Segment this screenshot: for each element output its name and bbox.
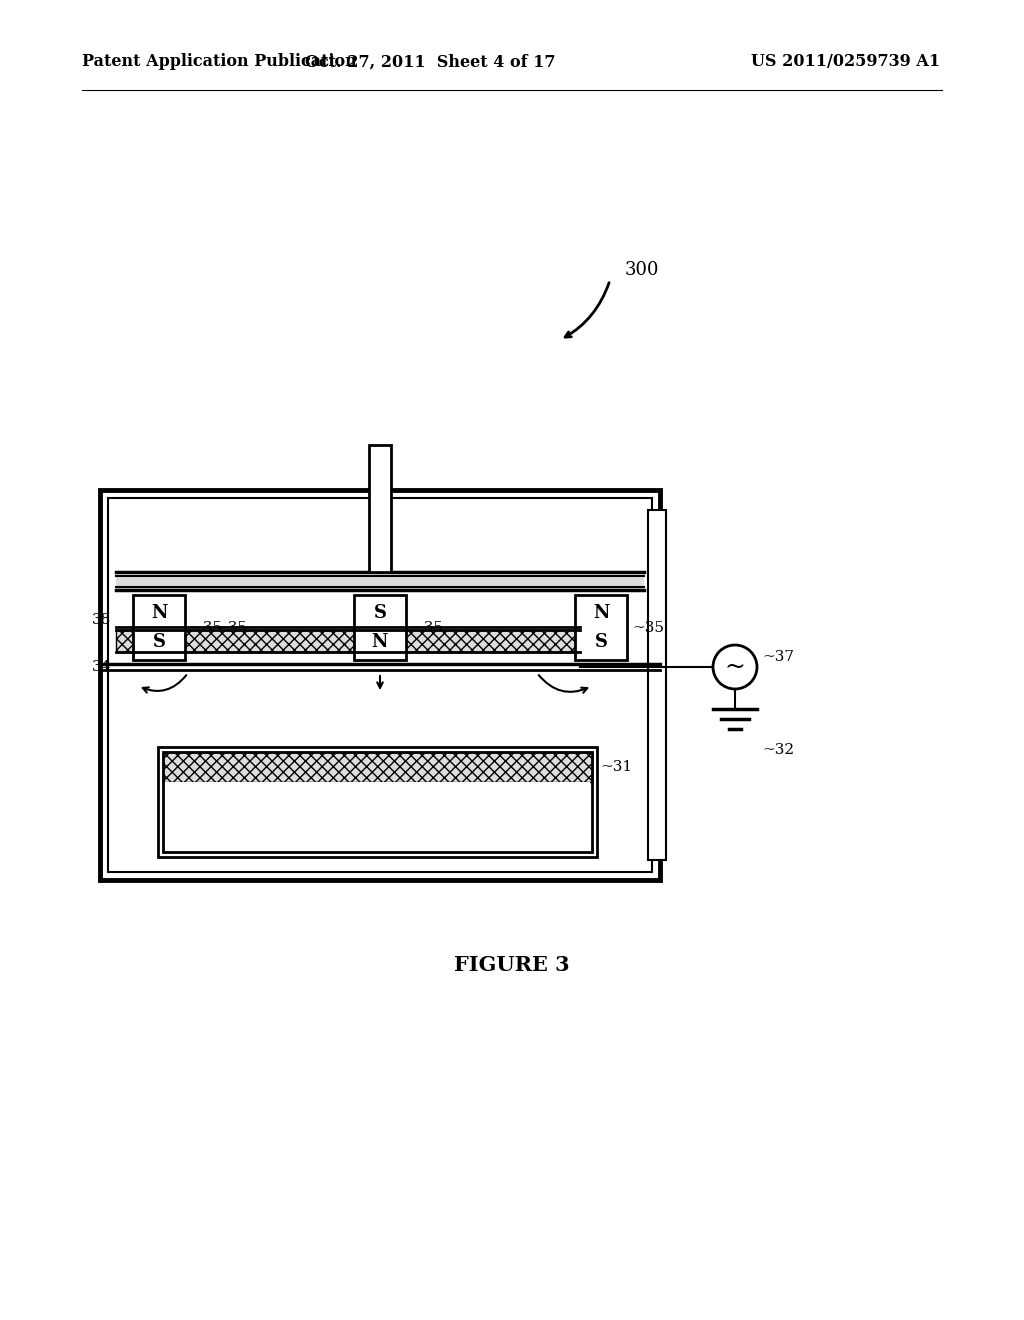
Text: FIGURE 3: FIGURE 3 [455,954,569,975]
Text: S: S [153,632,166,651]
Text: S: S [374,605,386,622]
Text: N: N [372,632,388,651]
Text: Oct. 27, 2011  Sheet 4 of 17: Oct. 27, 2011 Sheet 4 of 17 [305,54,555,70]
Text: 38: 38 [92,612,111,627]
Text: Patent Application Publication: Patent Application Publication [82,54,356,70]
Bar [575,595,627,660]
Bar [165,781,590,850]
Bar [116,630,580,652]
Text: N: N [151,605,167,622]
Text: US 2011/0259739 A1: US 2011/0259739 A1 [751,54,940,70]
Bar [108,498,652,873]
Bar [163,752,592,851]
Text: ~35: ~35 [190,620,222,635]
Text: 300: 300 [625,261,659,279]
Text: ~37: ~37 [762,649,794,664]
Text: ~35: ~35 [215,620,247,635]
Bar [100,490,660,880]
Bar [158,747,597,857]
Bar [354,595,406,660]
Bar [369,445,391,572]
Text: ~35: ~35 [632,620,664,635]
Text: N: N [593,605,609,622]
Text: S: S [595,632,607,651]
Text: ~31: ~31 [600,760,632,774]
Bar [163,752,592,781]
Text: ~32: ~32 [762,743,795,756]
Bar [648,510,666,861]
Text: ~35: ~35 [411,620,443,635]
Circle shape [713,645,757,689]
Text: 34: 34 [91,660,111,675]
Bar [133,595,185,660]
Bar [116,576,644,590]
Text: ~: ~ [725,656,745,678]
